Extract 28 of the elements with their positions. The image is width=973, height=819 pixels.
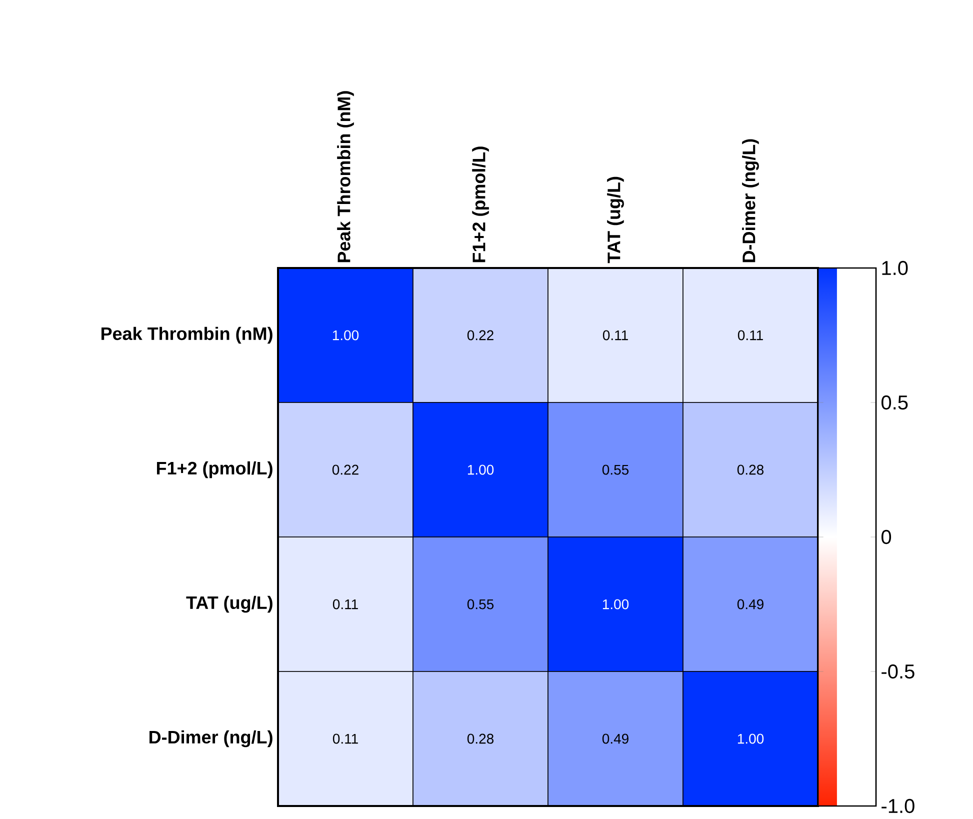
data-label: 0.11	[332, 599, 358, 610]
data-label: 0.11	[738, 330, 763, 340]
color-bar-label: 0.5	[881, 395, 908, 410]
data-label: 1.00	[602, 599, 629, 610]
data-label: 0.22	[332, 464, 358, 475]
y-tick-label: Peak Thrombin (nM)	[102, 326, 272, 344]
y-tick-label: D-Dimer (ng/L)	[150, 730, 272, 748]
y-tick-label: F1+2 (pmol/L)	[156, 461, 272, 478]
y-tick-label: TAT (ug/L)	[186, 596, 272, 613]
data-label: 0.55	[467, 599, 494, 610]
data-label: 0.11	[602, 330, 628, 340]
x-tick-label: D-Dimer (ng/L)	[742, 139, 759, 262]
data-label: 1.00	[738, 734, 764, 744]
data-label: 0.49	[602, 734, 628, 744]
data-label: 0.49	[737, 599, 764, 610]
data-label: 0.11	[332, 734, 358, 744]
data-label: 0.28	[467, 734, 494, 744]
x-tick-label: TAT (ug/L)	[607, 176, 624, 264]
data-label: 0.55	[602, 464, 629, 475]
color-bar-label: -1.0	[882, 798, 914, 814]
color-bar-label: 0	[881, 530, 892, 544]
x-tick-label: F1+2 (pmol/L)	[472, 146, 489, 262]
data-label: 0.22	[467, 330, 494, 340]
data-label: 0.28	[737, 464, 764, 475]
color-bar-label: 1.0	[882, 260, 908, 276]
data-label: 1.00	[468, 464, 494, 475]
color-bar-label: -0.5	[882, 664, 914, 679]
data-label: 1.00	[332, 330, 359, 340]
